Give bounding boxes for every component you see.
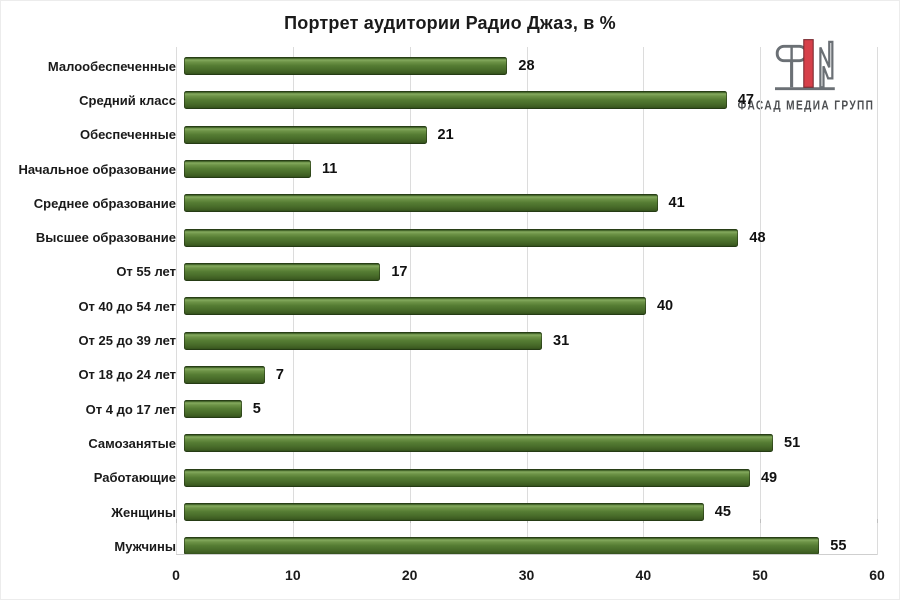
bar	[184, 160, 312, 179]
plot-area: 11	[184, 152, 877, 186]
value-label: 28	[518, 58, 535, 75]
value-label: 21	[437, 126, 454, 143]
category-label: От 18 до 24 лет	[78, 367, 176, 383]
category-label: Высшее образование	[35, 230, 176, 246]
chart-row: От 55 лет 17	[1, 255, 877, 289]
category-label: Мужчины	[114, 538, 176, 554]
plot-area: 17	[184, 255, 877, 289]
plot-area: 55	[184, 529, 877, 563]
bar	[184, 228, 739, 247]
chart-row: Среднее образование 41	[1, 186, 877, 220]
bar	[184, 262, 381, 281]
chart-rows: Малообеспеченные 28 Средний класс 47 Обеспеч…	[1, 49, 877, 556]
value-label: 47	[737, 92, 754, 109]
x-axis-tick-label: 50	[752, 567, 768, 583]
x-axis-tick-label: 0	[172, 567, 180, 583]
plot-area: 28	[184, 49, 877, 83]
chart-row: Женщины 45	[1, 495, 877, 529]
category-label: Начальное образование	[18, 161, 176, 177]
value-label: 49	[760, 469, 778, 486]
category-label: От 25 до 39 лет	[78, 333, 176, 349]
category-label: Самозанятые	[88, 435, 176, 451]
bar	[184, 297, 646, 316]
logo-text: ФАСАД МЕДИА ГРУПП	[737, 99, 875, 114]
bar	[184, 125, 427, 144]
value-label: 31	[553, 332, 570, 349]
value-label: 17	[391, 263, 408, 280]
category-label: Женщины	[111, 504, 176, 520]
plot-area: 40	[184, 289, 877, 323]
bar-chart: Малообеспеченные 28 Средний класс 47 Обеспеч…	[1, 47, 899, 591]
value-label: 5	[252, 401, 261, 418]
bar	[184, 503, 704, 521]
x-axis-tick-label: 20	[401, 567, 418, 583]
plot-area: 45	[184, 495, 877, 529]
value-label: 45	[714, 504, 731, 520]
value-label: 40	[656, 298, 674, 315]
plot-area: 47	[184, 83, 877, 117]
plot-area: 49	[184, 461, 877, 495]
category-label: Работающие	[93, 470, 176, 486]
category-label: Обеспеченные	[79, 127, 176, 143]
bar	[184, 365, 265, 384]
value-label: 41	[668, 195, 685, 212]
plot-area: 48	[184, 220, 877, 254]
category-label: От 55 лет	[116, 264, 176, 280]
chart-row: От 25 до 39 лет 31	[1, 323, 877, 357]
bar	[184, 400, 242, 419]
bar	[184, 331, 543, 350]
category-label: Среднее образование	[33, 195, 176, 211]
bar	[184, 468, 750, 487]
x-axis: 0 10 20 30 40 50 60	[172, 561, 885, 591]
x-axis-tick-label: 40	[635, 567, 652, 583]
plot-area: 5	[184, 392, 877, 426]
value-label: 51	[784, 435, 801, 452]
value-label: 48	[749, 229, 766, 246]
bar	[184, 194, 658, 213]
plot-area: 21	[184, 118, 877, 152]
chart-row: От 18 до 24 лет 7	[1, 358, 877, 392]
chart-row: От 40 до 54 лет 40	[1, 289, 877, 323]
chart-row: Обеспеченные 21	[1, 118, 877, 152]
company-logo: ФАСАД МЕДИА ГРУПП	[731, 33, 881, 114]
chart-row: Высшее образование 48	[1, 220, 877, 254]
plot-area: 7	[184, 358, 877, 392]
chart-row: Средний класс 47	[1, 83, 877, 117]
bar	[184, 537, 820, 556]
chart-row: Начальное образование 11	[1, 152, 877, 186]
plot-area: 41	[184, 186, 877, 220]
plot-area: 31	[184, 323, 877, 357]
chart-row: Мужчины 55	[1, 529, 877, 563]
category-label: От 4 до 17 лет	[85, 401, 176, 417]
category-label: От 40 до 54 лет	[78, 298, 176, 314]
category-label: Средний класс	[79, 92, 176, 108]
value-label: 55	[830, 538, 847, 555]
bar	[184, 57, 508, 76]
gridline	[877, 47, 878, 555]
x-axis-tick-label: 60	[869, 567, 885, 583]
bar	[184, 434, 774, 453]
plot-area: 51	[184, 426, 877, 460]
chart-row: Работающие 49	[1, 461, 877, 495]
logo-mark-icon	[775, 39, 835, 91]
x-axis-tick-label: 10	[285, 567, 301, 583]
chart-row: Самозанятые 51	[1, 426, 877, 460]
x-axis-line	[176, 554, 877, 555]
axis-tick	[877, 519, 878, 523]
value-label: 7	[275, 366, 284, 383]
x-axis-tick-label: 30	[518, 567, 535, 583]
category-label: Малообеспеченные	[47, 58, 176, 74]
value-label: 11	[322, 161, 338, 178]
bar	[184, 91, 727, 110]
chart-row: Малообеспеченные 28	[1, 49, 877, 83]
chart-row: От 4 до 17 лет 5	[1, 392, 877, 426]
page-title: Портрет аудитории Радио Джаз, в %	[284, 13, 616, 33]
